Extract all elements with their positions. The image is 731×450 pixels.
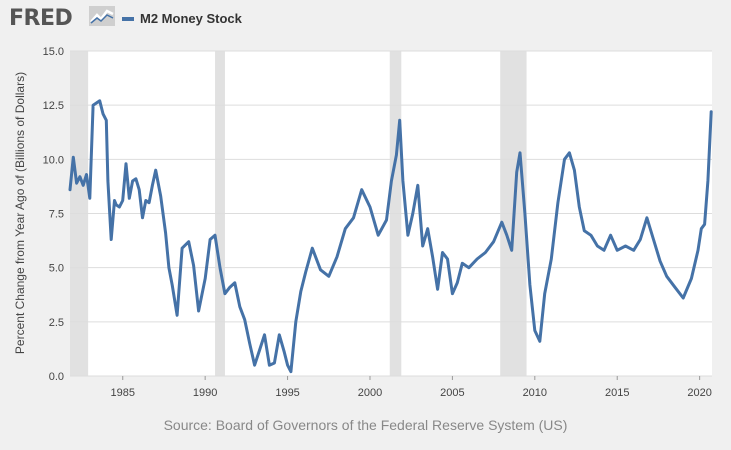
y-axis-ticks: 0.0 2.5 5.0 7.5 10.0 12.5 15.0 [43, 46, 64, 383]
chart-header: FRED M2 Money Stock [0, 0, 731, 40]
x-tick-label: 1990 [193, 387, 217, 399]
x-axis-ticks: 1985 1990 1995 2000 2005 2010 2015 2020 [111, 376, 712, 399]
x-tick-label: 2010 [523, 387, 547, 399]
x-tick-label: 2000 [358, 387, 382, 399]
legend-label: M2 Money Stock [140, 11, 242, 26]
fred-logo[interactable]: FRED [9, 6, 73, 31]
grid-lines [70, 50, 712, 377]
x-tick-label: 2020 [687, 387, 711, 399]
y-axis-label: Percent Change from Year Ago of (Billion… [13, 72, 27, 354]
legend-swatch [122, 16, 134, 21]
y-tick-label: 0.0 [49, 371, 64, 383]
y-tick-label: 2.5 [49, 317, 64, 329]
y-tick-label: 12.5 [43, 100, 64, 112]
source-note: Source: Board of Governors of the Federa… [163, 417, 568, 433]
x-tick-label: 2005 [440, 387, 464, 399]
x-tick-label: 2015 [605, 387, 629, 399]
y-tick-label: 5.0 [49, 263, 64, 275]
series-layer [68, 99, 713, 374]
y-tick-label: 15.0 [43, 46, 64, 58]
y-tick-label: 7.5 [49, 209, 64, 221]
series-line [68, 99, 713, 374]
logo-graph-icon [89, 6, 115, 26]
chart-legend: M2 Money Stock [122, 11, 242, 26]
x-tick-label: 1995 [275, 387, 299, 399]
y-tick-label: 10.0 [43, 154, 64, 166]
x-tick-label: 1985 [111, 387, 135, 399]
